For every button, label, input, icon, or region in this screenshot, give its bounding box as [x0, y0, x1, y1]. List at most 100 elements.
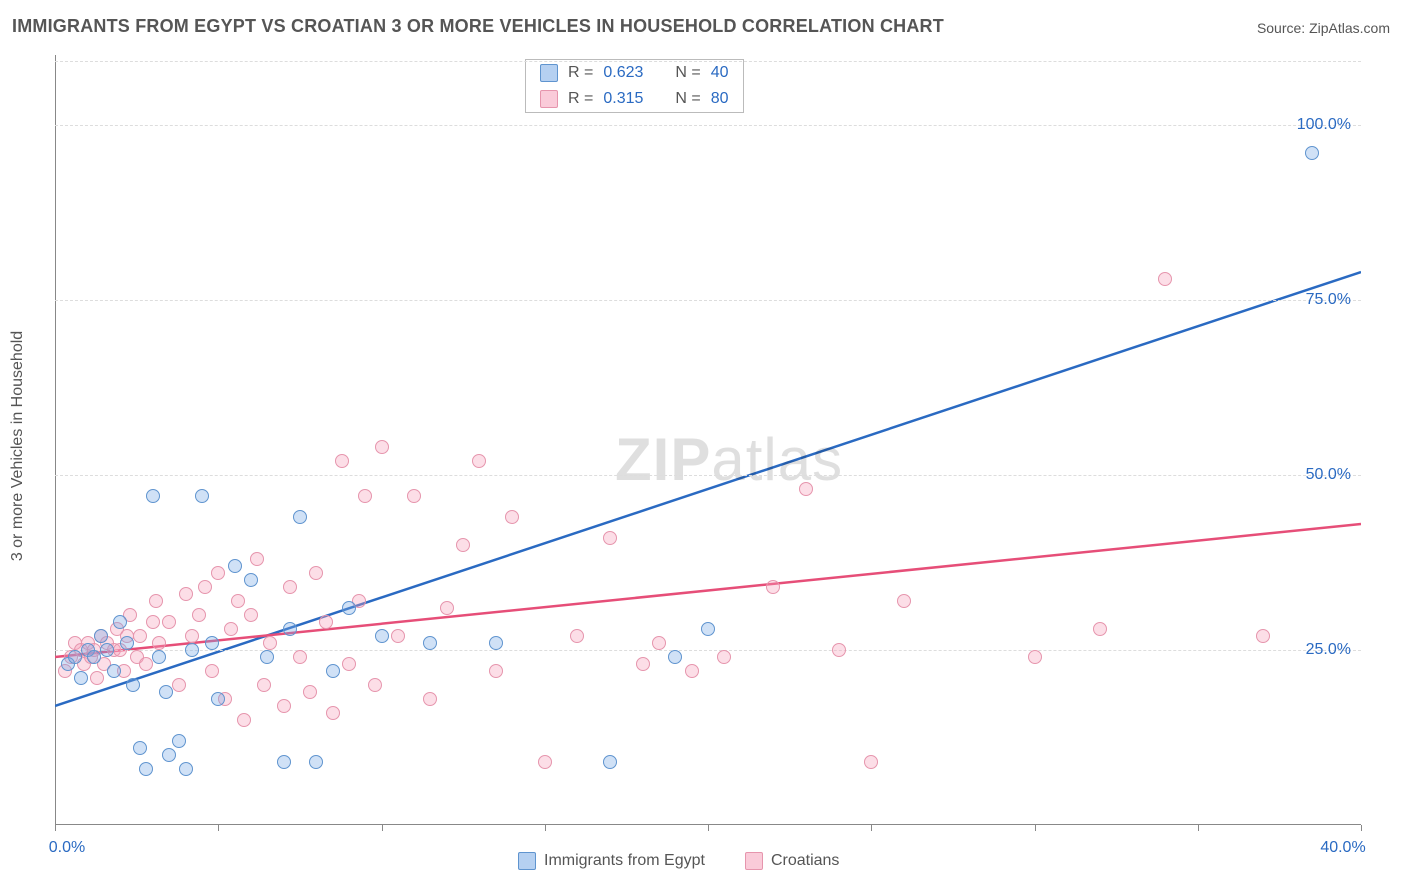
scatter-point-croatian: [897, 594, 911, 608]
scatter-point-egypt: [87, 650, 101, 664]
scatter-point-egypt: [120, 636, 134, 650]
series-legend-item-egypt: Immigrants from Egypt: [518, 852, 705, 870]
y-tick-label: 50.0%: [1306, 466, 1351, 484]
scatter-point-egypt: [342, 601, 356, 615]
x-tick: [871, 825, 872, 831]
scatter-point-croatian: [283, 580, 297, 594]
x-tick: [218, 825, 219, 831]
scatter-point-croatian: [1093, 622, 1107, 636]
y-tick-label: 100.0%: [1297, 116, 1351, 134]
scatter-point-croatian: [1158, 272, 1172, 286]
scatter-point-croatian: [505, 510, 519, 524]
scatter-point-croatian: [185, 629, 199, 643]
scatter-point-croatian: [257, 678, 271, 692]
source-attribution: Source: ZipAtlas.com: [1257, 20, 1390, 36]
scatter-point-croatian: [538, 755, 552, 769]
scatter-point-croatian: [224, 622, 238, 636]
legend-swatch-egypt: [540, 64, 558, 82]
y-axis-line: [55, 55, 56, 825]
y-tick-label: 75.0%: [1306, 291, 1351, 309]
scatter-point-croatian: [636, 657, 650, 671]
scatter-point-croatian: [335, 454, 349, 468]
legend-r-label: R =: [568, 64, 593, 82]
series-legend: Immigrants from Egypt Croatians: [518, 852, 839, 870]
scatter-point-egypt: [195, 489, 209, 503]
scatter-point-egypt: [260, 650, 274, 664]
scatter-point-egypt: [139, 762, 153, 776]
scatter-point-croatian: [237, 713, 251, 727]
scatter-point-croatian: [766, 580, 780, 594]
legend-r-label: R =: [568, 90, 593, 108]
scatter-point-croatian: [139, 657, 153, 671]
scatter-point-croatian: [319, 615, 333, 629]
watermark-rest: atlas: [711, 426, 843, 493]
scatter-point-egypt: [179, 762, 193, 776]
scatter-point-egypt: [107, 664, 121, 678]
scatter-point-egypt: [152, 650, 166, 664]
scatter-point-croatian: [342, 657, 356, 671]
x-tick-label: 40.0%: [1320, 839, 1365, 857]
scatter-point-croatian: [198, 580, 212, 594]
scatter-point-croatian: [250, 552, 264, 566]
scatter-point-croatian: [152, 636, 166, 650]
scatter-point-egypt: [244, 573, 258, 587]
scatter-point-egypt: [277, 755, 291, 769]
chart-container: IMMIGRANTS FROM EGYPT VS CROATIAN 3 OR M…: [0, 0, 1406, 892]
legend-r-value: 0.315: [603, 90, 643, 108]
correlation-legend: R = 0.623 N = 40 R = 0.315 N = 80: [525, 59, 744, 113]
scatter-point-croatian: [391, 629, 405, 643]
scatter-point-egypt: [701, 622, 715, 636]
legend-r-value: 0.623: [603, 64, 643, 82]
scatter-point-croatian: [864, 755, 878, 769]
scatter-point-croatian: [211, 566, 225, 580]
scatter-point-egypt: [1305, 146, 1319, 160]
x-tick: [545, 825, 546, 831]
scatter-point-croatian: [375, 440, 389, 454]
x-tick: [55, 825, 56, 831]
y-tick-label: 25.0%: [1306, 641, 1351, 659]
scatter-point-egypt: [172, 734, 186, 748]
legend-swatch-croatian: [540, 90, 558, 108]
trend-line-croatian: [55, 524, 1361, 657]
scatter-point-egypt: [211, 692, 225, 706]
scatter-point-croatian: [652, 636, 666, 650]
scatter-point-egypt: [205, 636, 219, 650]
scatter-point-croatian: [133, 629, 147, 643]
scatter-point-croatian: [277, 699, 291, 713]
scatter-point-egypt: [489, 636, 503, 650]
legend-n-label: N =: [675, 90, 700, 108]
scatter-point-egypt: [603, 755, 617, 769]
scatter-point-croatian: [263, 636, 277, 650]
plot-area: ZIPatlas R =0.623N =40R =0.315N =80 25.0…: [55, 55, 1361, 825]
scatter-point-egypt: [146, 489, 160, 503]
scatter-point-croatian: [293, 650, 307, 664]
series-legend-label: Croatians: [771, 852, 839, 869]
scatter-point-croatian: [799, 482, 813, 496]
scatter-point-croatian: [717, 650, 731, 664]
scatter-point-croatian: [489, 664, 503, 678]
gridline: [55, 125, 1361, 126]
legend-n-value: 40: [711, 64, 729, 82]
scatter-point-egypt: [185, 643, 199, 657]
series-legend-label: Immigrants from Egypt: [544, 852, 705, 869]
scatter-point-croatian: [456, 538, 470, 552]
legend-row-egypt: R = 0.623 N = 40: [526, 60, 743, 86]
gridline: [55, 475, 1361, 476]
scatter-point-croatian: [244, 608, 258, 622]
scatter-point-croatian: [303, 685, 317, 699]
scatter-point-croatian: [309, 566, 323, 580]
legend-row-croatian: R = 0.315 N = 80: [526, 86, 743, 112]
scatter-point-egypt: [293, 510, 307, 524]
scatter-point-croatian: [570, 629, 584, 643]
scatter-point-croatian: [162, 615, 176, 629]
scatter-point-croatian: [172, 678, 186, 692]
scatter-point-croatian: [1256, 629, 1270, 643]
x-tick: [1198, 825, 1199, 831]
scatter-point-egypt: [309, 755, 323, 769]
scatter-point-egypt: [162, 748, 176, 762]
legend-n-label: N =: [675, 64, 700, 82]
scatter-point-egypt: [228, 559, 242, 573]
scatter-point-croatian: [149, 594, 163, 608]
scatter-point-egypt: [159, 685, 173, 699]
legend-n-value: 80: [711, 90, 729, 108]
